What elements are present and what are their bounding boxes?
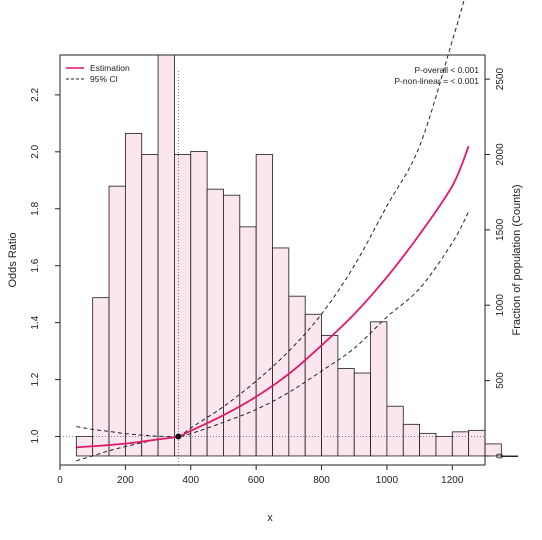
x-tick-label: 200 [117, 475, 134, 486]
histogram-bar [370, 321, 388, 457]
histogram-bar [288, 295, 306, 457]
x-tick-label: 0 [57, 475, 63, 486]
y2-tick-label: 500 [495, 372, 506, 389]
estimation-line [76, 145, 470, 449]
curves [76, 0, 470, 462]
y-tick-label: 1.0 [30, 429, 41, 443]
y2-tick-label: 2500 [495, 68, 506, 91]
x-axis-label: x [267, 512, 273, 524]
histogram-bar [92, 297, 110, 457]
annotation-p-non-linear: P-non-linear = < 0.001 [394, 76, 479, 86]
histogram-bar [174, 154, 192, 457]
histogram-bar [337, 368, 355, 457]
x-axis: 0 200 400 600 800 1000 1200 [57, 465, 464, 486]
reference-lines [60, 71, 485, 465]
histogram-bars [75, 54, 519, 457]
y2-tick-label: 1000 [495, 294, 506, 317]
histogram-bar [255, 154, 273, 457]
histogram-bar [468, 429, 486, 457]
y-tick-label: 2.2 [30, 87, 41, 101]
histogram-bar [353, 372, 371, 457]
reference-point [175, 433, 182, 440]
y2-tick-label: 2000 [495, 143, 506, 166]
x-tick-label: 400 [182, 475, 199, 486]
histogram-bar [402, 423, 421, 457]
y2-axis: 0 500 1000 1500 2000 2500 [485, 68, 506, 459]
histogram-bar [500, 455, 519, 457]
y-tick-label: 2.0 [30, 144, 41, 158]
y-tick-label: 1.2 [30, 372, 41, 386]
ci-lower-line [76, 211, 470, 438]
x-tick-label: 1200 [441, 475, 464, 486]
histogram-bar [419, 432, 437, 457]
histogram-bar [239, 226, 257, 457]
x-tick-label: 800 [313, 475, 330, 486]
plot-frame [59, 54, 486, 466]
legend-label-estimation: Estimation [90, 63, 130, 73]
histogram-bar [157, 54, 175, 457]
y2-tick-label: 1500 [495, 218, 506, 241]
histogram-bar [108, 185, 126, 457]
histogram-bar [451, 431, 470, 457]
x-tick-label: 600 [248, 475, 265, 486]
histogram-bar [386, 405, 404, 457]
annotation-p-overall: P-overall < 0.001 [415, 65, 480, 75]
histogram-bar [190, 151, 208, 457]
y-axis: 1.0 1.2 1.4 1.6 1.8 2.0 2.2 [30, 87, 60, 443]
y-tick-label: 1.6 [30, 258, 41, 272]
x-tick-label: 1000 [376, 475, 399, 486]
histogram-bar [124, 132, 143, 457]
histogram-bar [141, 154, 159, 457]
histogram-bar [304, 313, 322, 457]
y-axis-label: Odds Ratio [7, 232, 19, 287]
legend-label-ci: 95% CI [90, 74, 118, 84]
y2-axis-label: Fraction of population (Counts) [511, 184, 523, 335]
histogram-bar [435, 435, 453, 457]
y-tick-label: 1.8 [30, 201, 41, 215]
y2-tick-label: 0 [495, 453, 506, 459]
histogram-bar [321, 334, 339, 457]
histogram-bar [272, 247, 290, 457]
y-tick-label: 1.4 [30, 315, 41, 329]
legend: Estimation 95% CI [66, 63, 130, 84]
